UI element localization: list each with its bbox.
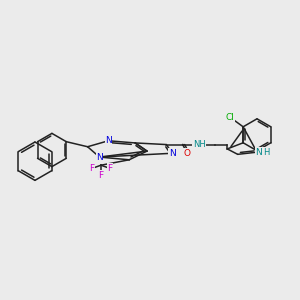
Text: N: N [105,136,112,145]
Text: N: N [255,148,262,157]
Text: F: F [98,171,104,180]
Text: O: O [184,149,191,158]
Text: N: N [169,149,176,158]
Text: F: F [89,164,94,173]
Text: F: F [107,164,112,173]
Text: H: H [263,148,269,157]
Text: NH: NH [193,140,206,149]
Text: N: N [96,153,103,162]
Text: N: N [96,153,103,162]
Text: Cl: Cl [226,113,235,122]
